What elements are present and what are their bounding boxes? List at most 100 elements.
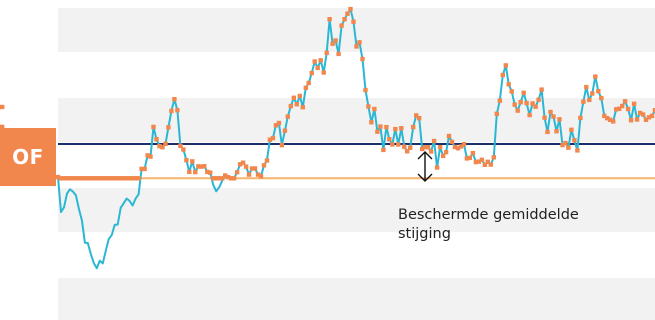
data-point-marker bbox=[175, 108, 180, 113]
data-point-marker bbox=[193, 169, 198, 175]
data-point-marker bbox=[488, 162, 493, 167]
data-point-marker bbox=[237, 162, 243, 167]
data-point-marker bbox=[0, 104, 5, 110]
data-point-marker bbox=[554, 129, 559, 134]
data-point-marker bbox=[482, 162, 488, 167]
data-point-marker bbox=[575, 148, 580, 153]
badge: OF bbox=[0, 128, 56, 186]
data-point-marker bbox=[345, 11, 350, 16]
data-point-marker bbox=[243, 164, 249, 169]
data-point-marker bbox=[551, 114, 556, 119]
data-point-marker bbox=[211, 176, 216, 181]
data-point-marker bbox=[288, 103, 293, 109]
data-point-marker bbox=[446, 133, 452, 139]
data-point-marker bbox=[425, 145, 431, 150]
arrow-head-top bbox=[417, 151, 433, 160]
data-point-marker bbox=[428, 149, 434, 154]
data-point-marker bbox=[228, 176, 234, 181]
data-point-marker bbox=[309, 70, 314, 76]
data-point-marker bbox=[572, 138, 577, 143]
data-point-marker bbox=[643, 117, 649, 122]
data-point-marker bbox=[590, 91, 595, 96]
data-point-marker bbox=[187, 169, 192, 175]
data-point-marker bbox=[127, 176, 132, 181]
data-point-marker bbox=[336, 51, 341, 57]
data-point-marker bbox=[360, 56, 365, 62]
data-point-marker bbox=[464, 156, 470, 161]
data-point-marker bbox=[402, 144, 407, 149]
data-point-marker bbox=[103, 176, 108, 181]
data-point-marker bbox=[58, 176, 64, 181]
annotation-line-1: Beschermde gemiddelde bbox=[398, 207, 579, 223]
data-point-marker bbox=[234, 170, 240, 175]
data-point-marker bbox=[369, 120, 374, 125]
data-point-marker bbox=[596, 89, 601, 94]
data-point-marker bbox=[479, 157, 485, 162]
data-point-marker bbox=[163, 141, 168, 146]
data-point-marker bbox=[509, 89, 514, 94]
data-point-marker bbox=[327, 17, 332, 22]
annotation-line-2: stijging bbox=[398, 226, 451, 242]
data-point-marker bbox=[303, 85, 308, 90]
data-point-marker bbox=[73, 176, 79, 181]
data-point-marker bbox=[321, 70, 326, 75]
grid-bands bbox=[58, 8, 655, 320]
data-point-marker bbox=[608, 117, 613, 122]
data-point-marker bbox=[527, 112, 532, 118]
data-point-marker bbox=[208, 170, 213, 175]
data-point-marker bbox=[646, 115, 652, 120]
data-point-marker bbox=[378, 124, 383, 129]
data-point-marker bbox=[115, 176, 120, 181]
data-point-marker bbox=[605, 116, 610, 121]
data-point-marker bbox=[85, 176, 90, 181]
data-point-marker bbox=[130, 176, 135, 181]
data-point-marker bbox=[339, 23, 344, 28]
data-point-marker bbox=[348, 6, 353, 12]
data-point-marker bbox=[178, 143, 183, 148]
data-point-marker bbox=[390, 142, 395, 147]
data-point-marker bbox=[297, 93, 302, 99]
data-point-marker bbox=[70, 176, 76, 181]
data-point-marker bbox=[333, 38, 338, 43]
data-point-marker bbox=[631, 101, 637, 106]
data-point-marker bbox=[584, 84, 589, 90]
data-point-marker bbox=[276, 120, 282, 126]
data-point-marker bbox=[112, 176, 117, 181]
data-point-marker bbox=[160, 145, 165, 150]
data-point-marker bbox=[94, 176, 99, 181]
data-point-marker bbox=[452, 144, 458, 150]
data-point-marker bbox=[351, 19, 356, 24]
data-point-marker bbox=[458, 144, 464, 149]
data-point-marker bbox=[440, 153, 446, 159]
data-point-marker bbox=[291, 95, 296, 100]
data-point-marker bbox=[491, 155, 496, 160]
data-point-marker bbox=[133, 176, 138, 181]
data-point-marker bbox=[396, 142, 401, 147]
data-point-marker bbox=[614, 107, 619, 112]
data-point-marker bbox=[536, 97, 541, 102]
data-point-marker bbox=[67, 176, 73, 181]
data-point-marker bbox=[142, 166, 147, 172]
data-point-marker bbox=[405, 149, 410, 154]
data-point-marker bbox=[620, 103, 625, 109]
data-point-marker bbox=[560, 142, 565, 148]
data-point-marker bbox=[399, 126, 404, 131]
data-point-marker bbox=[217, 176, 222, 181]
data-point-marker bbox=[55, 174, 61, 180]
data-point-marker bbox=[461, 142, 467, 147]
data-point-marker bbox=[282, 128, 288, 133]
data-point-marker bbox=[0, 124, 5, 130]
data-point-marker bbox=[530, 101, 535, 106]
data-point-marker bbox=[423, 145, 428, 150]
data-point-marker bbox=[634, 117, 640, 122]
data-point-marker bbox=[300, 105, 305, 110]
data-point-marker bbox=[375, 129, 380, 134]
data-point-marker bbox=[315, 65, 320, 71]
data-point-marker bbox=[199, 164, 204, 169]
data-point-marker bbox=[587, 97, 592, 103]
data-point-marker bbox=[118, 176, 123, 181]
data-point-marker bbox=[467, 155, 473, 161]
data-point-marker bbox=[599, 95, 604, 101]
data-point-marker bbox=[563, 140, 568, 146]
data-point-marker bbox=[581, 99, 586, 104]
